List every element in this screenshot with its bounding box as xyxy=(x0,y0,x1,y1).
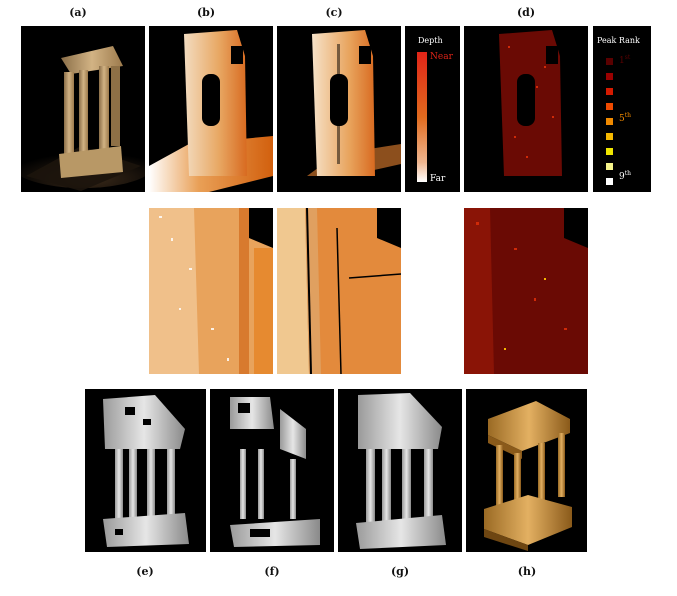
panel-b-zoom-crop xyxy=(149,208,273,374)
label-d: (d) xyxy=(516,6,536,19)
depth-colorbar xyxy=(417,52,427,182)
panel-a-input-photo xyxy=(21,26,145,192)
label-a: (a) xyxy=(69,6,87,19)
depth-legend-far: Far xyxy=(430,174,446,184)
label-e: (e) xyxy=(136,565,154,578)
label-g: (g) xyxy=(390,565,410,578)
panel-d-peak-rank-map xyxy=(464,26,588,192)
panel-d-zoom-crop xyxy=(464,208,588,374)
rank-swatch-4 xyxy=(606,103,613,110)
panel-f-reconstruction xyxy=(210,389,334,552)
rank-swatch-1 xyxy=(606,58,613,65)
label-b: (b) xyxy=(196,6,216,19)
depth-legend: Depth Near Far xyxy=(405,26,460,192)
label-h: (h) xyxy=(517,565,537,578)
depth-legend-near: Near xyxy=(430,52,453,62)
rank-label-ninth: 9th xyxy=(619,170,632,182)
rank-swatch-5 xyxy=(606,118,613,125)
panel-c-filtered-depth-map xyxy=(277,26,401,192)
rank-swatch-3 xyxy=(606,88,613,95)
rank-swatch-2 xyxy=(606,73,613,80)
label-f: (f) xyxy=(264,565,280,578)
label-c: (c) xyxy=(325,6,343,19)
panel-g-reconstruction xyxy=(338,389,462,552)
peak-rank-legend: Peak Rank 1st 5th 9th xyxy=(593,26,651,192)
rank-swatch-9 xyxy=(606,178,613,185)
panel-c-zoom-crop xyxy=(277,208,401,374)
rank-swatch-6 xyxy=(606,133,613,140)
rank-swatch-7 xyxy=(606,148,613,155)
panel-e-reconstruction xyxy=(85,389,206,552)
rank-label-fifth: 5th xyxy=(619,112,632,124)
panel-b-depth-map xyxy=(149,26,273,192)
panel-h-model-render xyxy=(466,389,587,552)
rank-swatch-8 xyxy=(606,163,613,170)
peak-rank-legend-title: Peak Rank xyxy=(597,36,640,45)
depth-legend-title: Depth xyxy=(418,36,443,45)
rank-label-first: 1st xyxy=(619,54,631,66)
